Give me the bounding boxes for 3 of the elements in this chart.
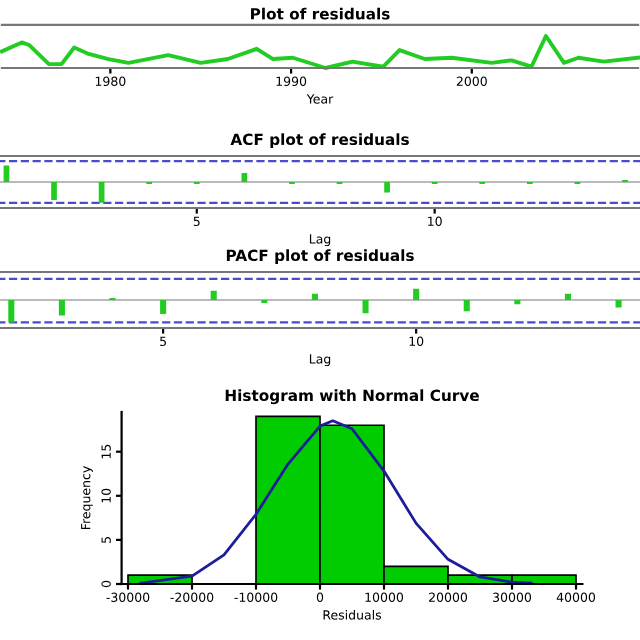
bar: [51, 182, 57, 200]
bar: [384, 182, 390, 193]
bar: [241, 173, 248, 182]
